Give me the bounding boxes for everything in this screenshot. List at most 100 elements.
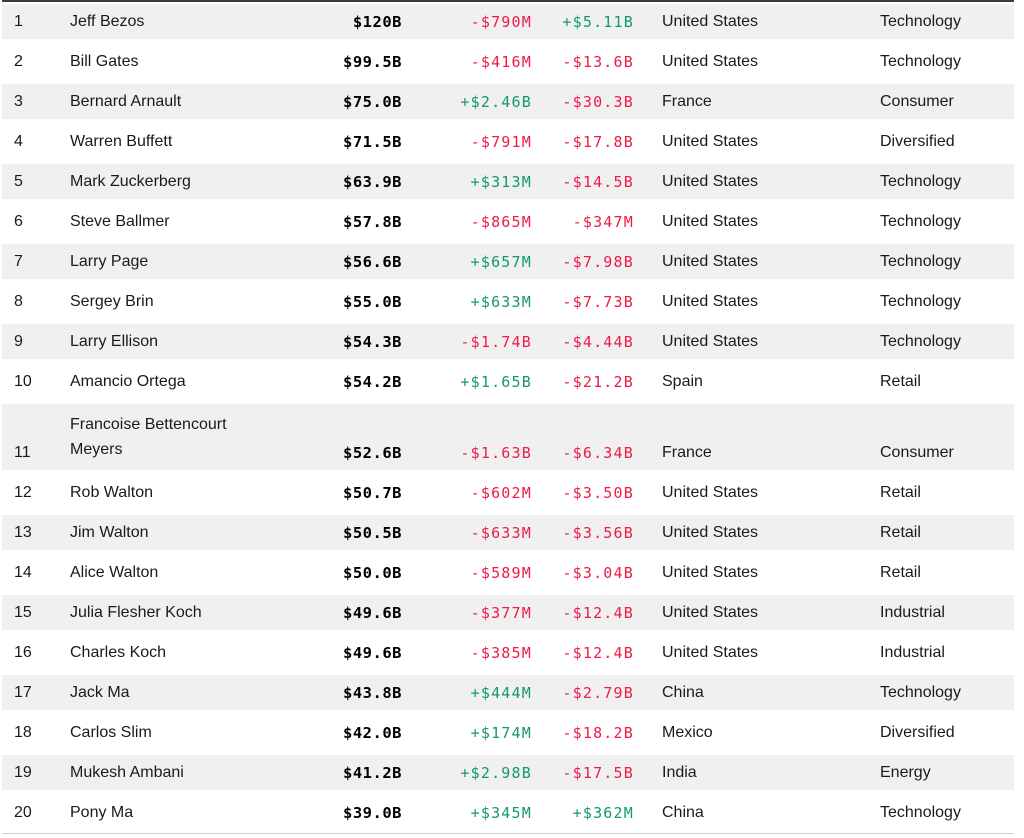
net-worth-cell: $99.5B (343, 53, 402, 71)
net-worth-cell: $50.0B (343, 564, 402, 582)
last-change-cell: -$791M (470, 133, 532, 151)
ytd-change-cell: -$17.8B (562, 133, 634, 151)
name-cell: Julia Flesher Koch (70, 603, 202, 621)
country-cell: United States (662, 13, 759, 30)
table-row[interactable]: 5 Mark Zuckerberg $63.9B +$313M -$14.5B … (2, 162, 1014, 202)
industry-cell: Technology (880, 333, 961, 350)
last-change-cell: +$174M (470, 724, 532, 742)
industry-cell: Diversified (880, 724, 955, 741)
net-worth-cell: $75.0B (343, 93, 402, 111)
ytd-change-cell: -$2.79B (562, 684, 634, 702)
net-worth-cell: $71.5B (343, 133, 402, 151)
last-change-cell: +$313M (470, 173, 532, 191)
table-row[interactable]: 18 Carlos Slim $42.0B +$174M -$18.2B Mex… (2, 713, 1014, 753)
last-change-cell: -$416M (470, 53, 532, 71)
net-worth-cell: $63.9B (343, 173, 402, 191)
name-cell: Amancio Ortega (70, 372, 186, 390)
table-row[interactable]: 15 Julia Flesher Koch $49.6B -$377M -$12… (2, 593, 1014, 633)
table-row[interactable]: 8 Sergey Brin $55.0B +$633M -$7.73B Unit… (2, 282, 1014, 322)
country-cell: Spain (662, 373, 703, 390)
last-change-cell: -$633M (470, 524, 532, 542)
ytd-change-cell: -$4.44B (562, 333, 634, 351)
industry-cell: Technology (880, 53, 961, 70)
industry-cell: Retail (880, 524, 921, 541)
rank-cell: 10 (14, 373, 32, 390)
table-row[interactable]: 13 Jim Walton $50.5B -$633M -$3.56B Unit… (2, 513, 1014, 553)
name-cell: Larry Page (70, 252, 149, 270)
net-worth-cell: $39.0B (343, 804, 402, 822)
ytd-change-cell: +$362M (572, 804, 634, 822)
rank-cell: 8 (14, 293, 23, 310)
table-row[interactable]: 19 Mukesh Ambani $41.2B +$2.98B -$17.5B … (2, 753, 1014, 793)
name-cell: Steve Ballmer (70, 212, 170, 230)
industry-cell: Retail (880, 564, 921, 581)
rank-cell: 5 (14, 173, 23, 190)
rank-cell: 15 (14, 604, 32, 621)
table-row[interactable]: 17 Jack Ma $43.8B +$444M -$2.79B China T… (2, 673, 1014, 713)
name-cell: Alice Walton (70, 563, 159, 581)
rank-cell: 4 (14, 133, 23, 150)
table-row[interactable]: 2 Bill Gates $99.5B -$416M -$13.6B Unite… (2, 42, 1014, 82)
country-cell: United States (662, 604, 759, 621)
table-row[interactable]: 6 Steve Ballmer $57.8B -$865M -$347M Uni… (2, 202, 1014, 242)
name-cell: Jim Walton (70, 523, 149, 541)
net-worth-cell: $120B (352, 13, 402, 31)
last-change-cell: -$865M (470, 213, 532, 231)
industry-cell: Retail (880, 373, 921, 390)
rank-cell: 16 (14, 644, 32, 661)
rank-cell: 20 (14, 804, 32, 821)
column-spacer (634, 462, 662, 473)
net-worth-cell: $49.6B (343, 604, 402, 622)
last-change-cell: -$385M (470, 644, 532, 662)
net-worth-cell: $54.2B (343, 373, 402, 391)
net-worth-cell: $49.6B (343, 644, 402, 662)
industry-cell: Industrial (880, 644, 945, 661)
last-change-cell: -$377M (470, 604, 532, 622)
last-change-cell: +$444M (470, 684, 532, 702)
ytd-change-cell: -$18.2B (562, 724, 634, 742)
industry-cell: Technology (880, 173, 961, 190)
table-row[interactable]: 10 Amancio Ortega $54.2B +$1.65B -$21.2B… (2, 362, 1014, 402)
name-cell: Charles Koch (70, 643, 167, 661)
industry-cell: Technology (880, 13, 961, 30)
industry-cell: Industrial (880, 604, 945, 621)
table-row[interactable]: 14 Alice Walton $50.0B -$589M -$3.04B Un… (2, 553, 1014, 593)
table-row[interactable]: 3 Bernard Arnault $75.0B +$2.46B -$30.3B… (2, 82, 1014, 122)
rank-cell: 12 (14, 484, 32, 501)
industry-cell: Technology (880, 684, 961, 701)
ytd-change-cell: -$3.50B (562, 484, 634, 502)
net-worth-cell: $56.6B (343, 253, 402, 271)
name-cell: Mark Zuckerberg (70, 172, 191, 190)
net-worth-cell: $54.3B (343, 333, 402, 351)
country-cell: United States (662, 133, 759, 150)
rank-cell: 6 (14, 213, 23, 230)
ytd-change-cell: -$347M (572, 213, 634, 231)
rank-cell: 1 (14, 13, 23, 30)
table-row[interactable]: 1 Jeff Bezos $120B -$790M +$5.11B United… (2, 2, 1014, 42)
table-row[interactable]: 9 Larry Ellison $54.3B -$1.74B -$4.44B U… (2, 322, 1014, 362)
table-row[interactable]: 12 Rob Walton $50.7B -$602M -$3.50B Unit… (2, 473, 1014, 513)
rank-cell: 9 (14, 333, 23, 350)
country-cell: United States (662, 484, 759, 501)
name-cell: Larry Ellison (70, 332, 159, 350)
table-row[interactable]: 7 Larry Page $56.6B +$657M -$7.98B Unite… (2, 242, 1014, 282)
table-row[interactable]: 16 Charles Koch $49.6B -$385M -$12.4B Un… (2, 633, 1014, 673)
table-row[interactable]: 20 Pony Ma $39.0B +$345M +$362M China Te… (2, 793, 1014, 833)
last-change-cell: +$657M (470, 253, 532, 271)
industry-cell: Diversified (880, 133, 955, 150)
ytd-change-cell: -$7.98B (562, 253, 634, 271)
country-cell: France (662, 444, 712, 461)
rank-cell: 2 (14, 53, 23, 70)
table-row[interactable]: 11 Francoise Bettencourt Meyers $52.6B -… (2, 402, 1014, 473)
country-cell: United States (662, 524, 759, 541)
name-cell: Rob Walton (70, 483, 153, 501)
table-row[interactable]: 4 Warren Buffett $71.5B -$791M -$17.8B U… (2, 122, 1014, 162)
ytd-change-cell: -$14.5B (562, 173, 634, 191)
industry-cell: Technology (880, 253, 961, 270)
rank-cell: 13 (14, 524, 32, 541)
ytd-change-cell: -$21.2B (562, 373, 634, 391)
name-cell: Warren Buffett (70, 132, 173, 150)
industry-cell: Technology (880, 293, 961, 310)
country-cell: United States (662, 564, 759, 581)
